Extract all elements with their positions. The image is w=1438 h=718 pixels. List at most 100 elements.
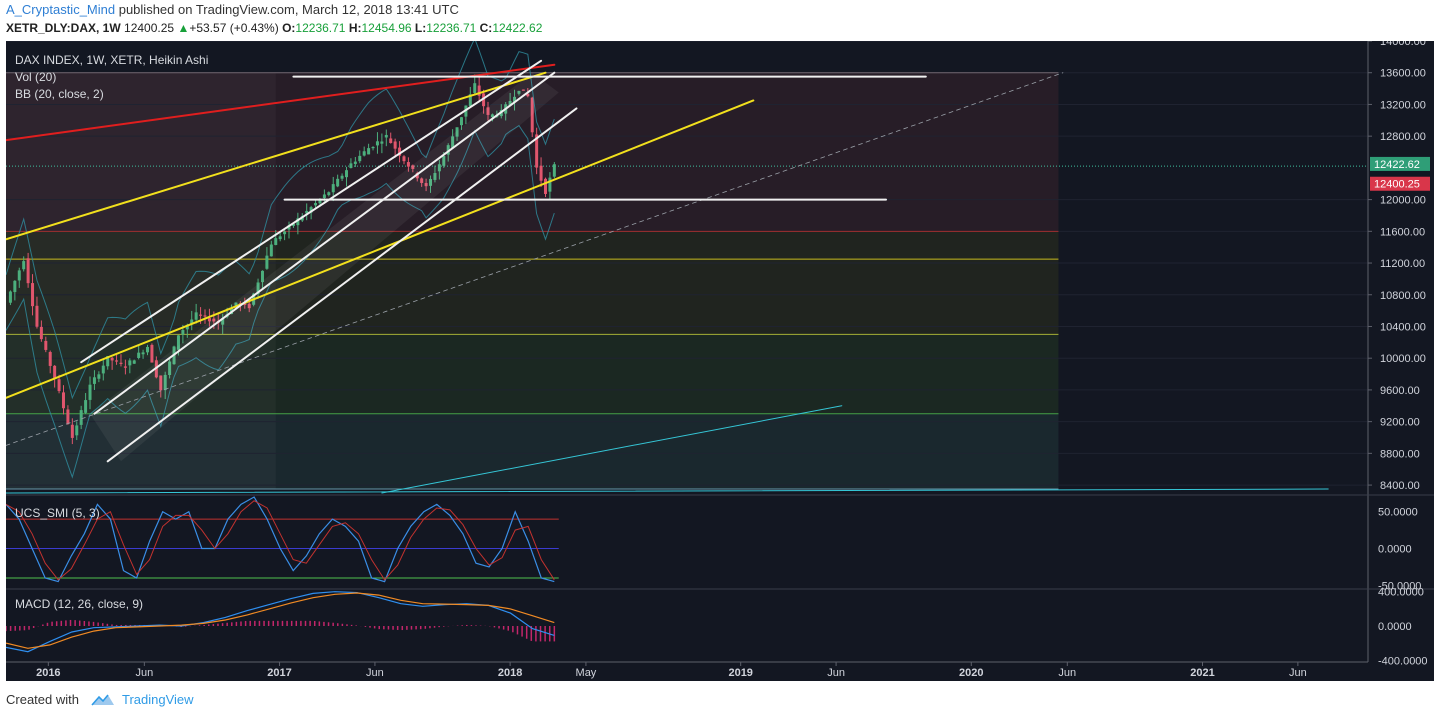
candle-body: [119, 362, 123, 364]
macd-line: [6, 591, 555, 653]
fib-zone-bottom: [6, 413, 1059, 490]
price-tick-label: 9200.00: [1380, 417, 1420, 429]
macd-tick-label: 0.0000: [1378, 621, 1412, 633]
candle-body: [305, 210, 309, 214]
time-tick-label: Jun: [827, 667, 845, 679]
candle-body: [132, 360, 136, 364]
open-value: 12236.71: [295, 21, 346, 35]
fib-zone-low: [6, 334, 1059, 414]
candle-body: [207, 318, 211, 322]
created-with-label: Created with: [6, 692, 79, 707]
time-tick-label: Jun: [135, 667, 153, 679]
candle-body: [371, 146, 375, 149]
candle-body: [39, 326, 43, 340]
candle-body: [146, 346, 150, 353]
time-tick-label: Jun: [1058, 667, 1076, 679]
candle-body: [283, 231, 287, 235]
price-tick-label: 9600.00: [1380, 385, 1420, 397]
change-value: +53.57 (+0.43%): [189, 21, 279, 35]
candle-body: [44, 340, 48, 350]
candle-body: [530, 97, 534, 133]
candle-body: [314, 203, 318, 206]
last-price-tag: 12400.25: [1374, 179, 1420, 191]
candle-body: [539, 165, 543, 181]
chart-canvas[interactable]: 14000.00 13600.00 13200.00 12800.00 12000.00…: [6, 41, 1434, 681]
price-tick-label: 13600.00: [1380, 68, 1426, 80]
candle-body: [159, 375, 163, 391]
legend-smi[interactable]: UCS_SMI (5, 3): [15, 506, 100, 520]
yellow-trendline-upper: [6, 71, 547, 241]
candle-body: [128, 360, 132, 366]
candle-body: [358, 155, 362, 162]
cyan-baseline: [6, 488, 1329, 494]
candle-body: [287, 225, 291, 230]
candle-body: [389, 138, 393, 144]
up-arrow-icon: ▲: [177, 21, 190, 35]
time-tick-label: 2021: [1190, 667, 1214, 679]
candle-body: [115, 360, 119, 362]
ohlc-line: XETR_DLY:DAX, 1W 12400.25 ▲+53.57 (+0.43…: [6, 21, 542, 35]
chart-area[interactable]: 14000.00 13600.00 13200.00 12800.00 12000.00…: [6, 41, 1434, 681]
candle-body: [269, 244, 273, 257]
price-tick-label: 12000.00: [1380, 195, 1426, 207]
price-tick-label: 8800.00: [1380, 448, 1420, 460]
candle-body: [163, 374, 167, 391]
candle-body: [362, 151, 366, 156]
symbol-label: XETR_DLY:DAX, 1W: [6, 21, 121, 35]
candle-body: [141, 352, 145, 355]
price-value: 12400.25: [124, 21, 175, 35]
legend-bb[interactable]: BB (20, close, 2): [15, 87, 104, 101]
legend-vol[interactable]: Vol (20): [15, 70, 56, 84]
candle-body: [477, 85, 481, 96]
candle-body: [168, 361, 172, 376]
candle-body: [256, 282, 260, 295]
candle-body: [349, 163, 353, 168]
candle-body: [61, 392, 65, 409]
time-tick-label: 2018: [498, 667, 522, 679]
candle-body: [22, 261, 26, 270]
low-value: 12236.71: [426, 21, 477, 35]
smi-line: [6, 496, 555, 583]
candle-body: [35, 305, 39, 327]
tradingview-link[interactable]: TradingView: [122, 692, 194, 707]
cyan-trendline: [381, 405, 843, 494]
legend-main[interactable]: DAX INDEX, 1W, XETR, Heikin Ashi: [15, 53, 208, 67]
time-tick-label: Jun: [366, 667, 384, 679]
dashed-trendline: [6, 72, 1064, 446]
high-label: H:: [348, 21, 362, 35]
author-link[interactable]: A_Cryptastic_Mind: [6, 2, 116, 17]
price-tick-label: 14000.00: [1380, 41, 1426, 48]
candle-body: [212, 318, 216, 322]
candle-body: [406, 162, 410, 167]
candle-body: [176, 335, 180, 350]
candle-body: [53, 365, 57, 379]
time-tick-label: Jun: [1289, 667, 1307, 679]
candle-body: [309, 207, 313, 213]
candle-body: [442, 155, 446, 166]
candle-body: [110, 357, 114, 361]
price-tick-label: 10800.00: [1380, 290, 1426, 302]
candle-body: [526, 93, 530, 97]
price-tick-label: 10400.00: [1380, 321, 1426, 333]
price-tick-label: 12800.00: [1380, 131, 1426, 143]
candle-body: [398, 147, 402, 156]
candle-body: [57, 379, 61, 392]
candle-body: [221, 318, 225, 325]
white-channel-top: [80, 59, 543, 364]
candle-body: [84, 400, 88, 413]
candle-body: [513, 96, 517, 103]
time-tick-label: May: [576, 667, 597, 679]
candle-body: [367, 148, 371, 155]
candle-body: [451, 136, 455, 148]
candle-body: [13, 280, 17, 293]
candle-body: [411, 165, 415, 169]
last-close-tag: 12422.62: [1374, 159, 1420, 171]
candle-body: [318, 199, 322, 204]
smi-tick-label: -50.0000: [1378, 580, 1421, 592]
candle-body: [101, 365, 105, 374]
candle-body: [296, 218, 300, 226]
legend-macd[interactable]: MACD (12, 26, close, 9): [15, 597, 143, 611]
candle-body: [88, 384, 92, 400]
candle-body: [234, 302, 238, 306]
candle-body: [92, 377, 96, 384]
